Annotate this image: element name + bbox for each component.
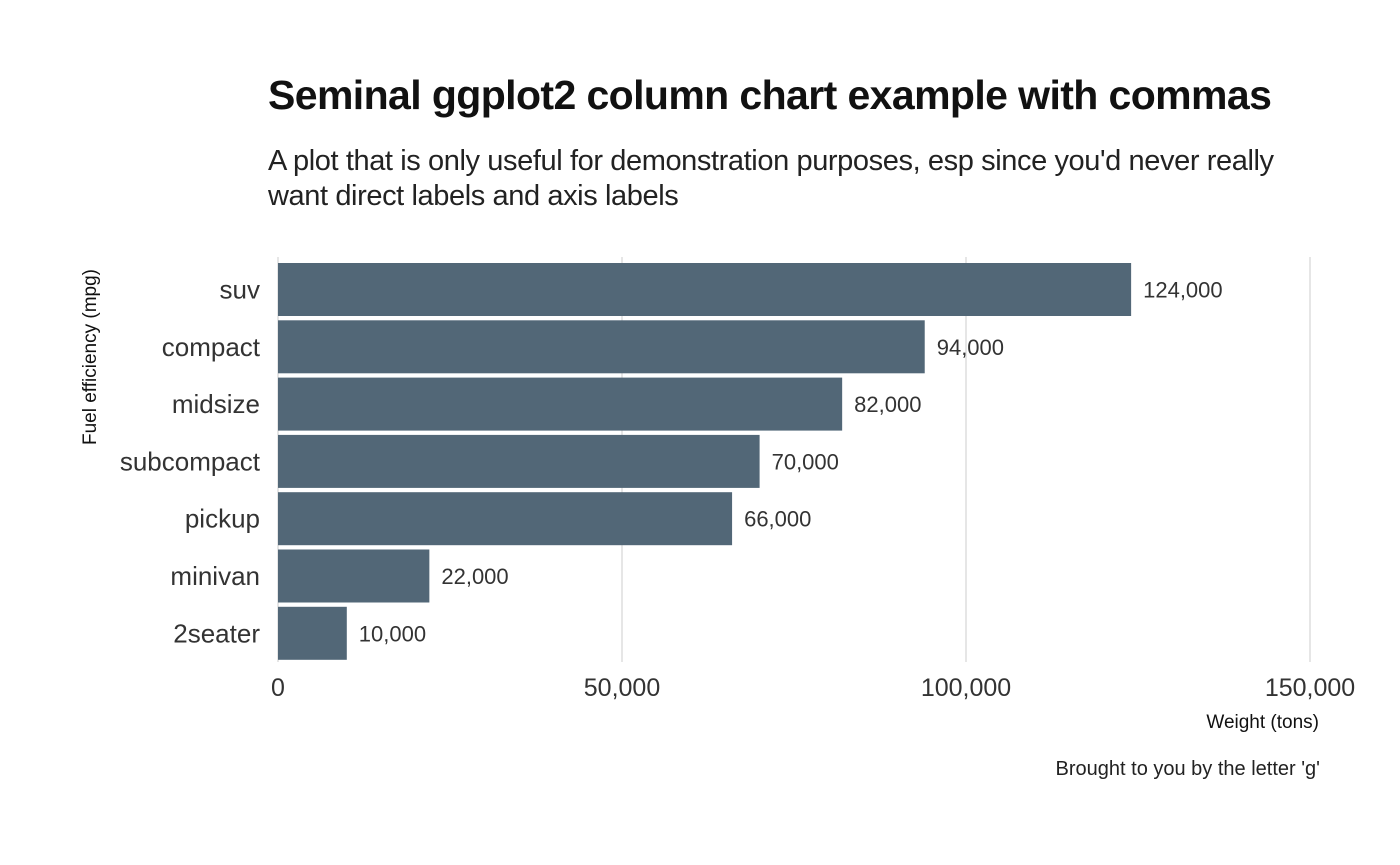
x-axis-tick-labels: 0 50,000 100,000 150,000: [271, 674, 1355, 702]
category-labels: suv compact midsize subcompact pickup minivan…: [120, 275, 261, 649]
bar-subcompact: [278, 434, 760, 488]
chart-title: Seminal ggplot2 column chart example wit…: [268, 72, 1272, 118]
value-label-compact: 94,000: [937, 335, 1004, 360]
category-label-pickup: pickup: [185, 504, 260, 534]
category-label-compact: compact: [162, 332, 261, 362]
category-label-suv: suv: [220, 275, 260, 305]
value-label-2seater: 10,000: [359, 621, 426, 646]
x-axis-title: Weight (tons): [1206, 712, 1319, 733]
chart-caption: Brought to you by the letter 'g': [1055, 758, 1320, 780]
value-label-midsize: 82,000: [854, 392, 921, 417]
bar-suv: [278, 263, 1132, 316]
bar-midsize: [278, 377, 843, 431]
x-tick-label-2: 100,000: [921, 674, 1011, 702]
chart-subtitle: A plot that is only useful for demonstra…: [268, 145, 1274, 212]
bars: [278, 263, 1132, 660]
category-label-midsize: midsize: [172, 389, 260, 419]
bar-pickup: [278, 492, 733, 546]
value-label-pickup: 66,000: [744, 507, 811, 532]
x-tick-label-1: 50,000: [584, 674, 660, 702]
bar-minivan: [278, 549, 430, 603]
value-label-suv: 124,000: [1143, 278, 1223, 303]
x-tick-label-3: 150,000: [1265, 674, 1355, 702]
value-labels: 124,000 94,000 82,000 70,000 66,000 22,000 10,…: [359, 278, 1223, 647]
value-label-subcompact: 70,000: [772, 449, 839, 474]
category-label-2seater: 2seater: [173, 618, 260, 648]
category-label-minivan: minivan: [170, 561, 260, 591]
bar-compact: [278, 320, 925, 374]
category-label-subcompact: subcompact: [120, 446, 261, 476]
x-tick-label-0: 0: [271, 674, 285, 702]
y-axis-title: Fuel efficiency (mpg): [80, 269, 101, 445]
value-label-minivan: 22,000: [441, 564, 508, 589]
bar-2seater: [278, 606, 347, 660]
